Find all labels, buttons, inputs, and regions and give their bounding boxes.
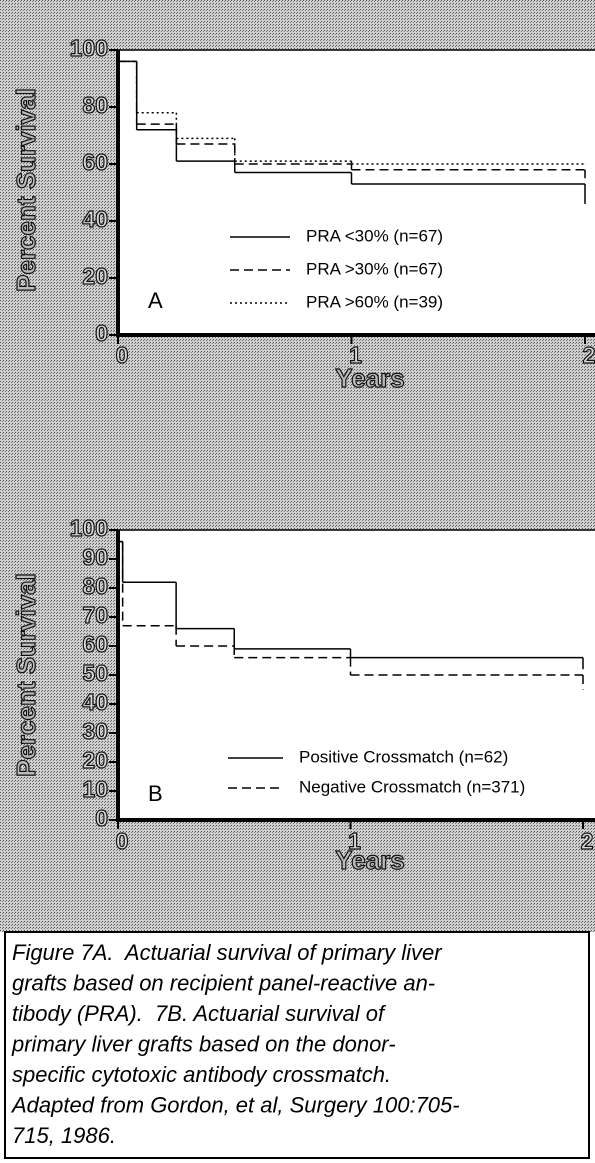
y-tick-label: 0 bbox=[95, 805, 108, 831]
legend-label: PRA >60% (n=39) bbox=[306, 292, 443, 311]
y-tick-label: 90 bbox=[82, 544, 108, 570]
legend-label: Negative Crossmatch (n=371) bbox=[299, 777, 525, 796]
y-axis-label: Percent Survival bbox=[11, 88, 41, 292]
plot-area bbox=[118, 50, 595, 335]
y-tick-label: 60 bbox=[82, 149, 108, 175]
y-tick-label: 100 bbox=[70, 515, 108, 541]
y-tick-label: 20 bbox=[82, 747, 108, 773]
y-tick-label: 20 bbox=[82, 263, 108, 289]
y-tick-label: 30 bbox=[82, 718, 108, 744]
legend-label: PRA >30% (n=67) bbox=[306, 259, 443, 278]
caption-line: primary liver grafts based on the donor- bbox=[11, 1031, 396, 1056]
y-tick-label: 60 bbox=[82, 631, 108, 657]
y-tick-label: 80 bbox=[82, 573, 108, 599]
y-tick-label: 40 bbox=[82, 206, 108, 232]
legend-label: Positive Crossmatch (n=62) bbox=[299, 747, 508, 766]
caption-line: Adapted from Gordon, et al, Surgery 100:… bbox=[10, 1092, 460, 1117]
caption-line: specific cytotoxic antibody crossmatch. bbox=[12, 1062, 391, 1087]
y-tick-label: 50 bbox=[82, 660, 108, 686]
caption-line: 715, 1986. bbox=[12, 1123, 116, 1148]
y-tick-label: 70 bbox=[82, 602, 108, 628]
y-tick-label: 80 bbox=[82, 92, 108, 118]
y-tick-label: 10 bbox=[82, 776, 108, 802]
y-axis-label: Percent Survival bbox=[11, 573, 41, 777]
caption-line: tibody (PRA). 7B. Actuarial survival of bbox=[12, 1001, 387, 1026]
panel-label: B bbox=[148, 781, 163, 806]
caption-line: Figure 7A. Actuarial survival of primary… bbox=[12, 940, 443, 965]
y-tick-label: 100 bbox=[70, 35, 108, 61]
x-tick-label: 1 bbox=[349, 342, 362, 368]
y-tick-label: 40 bbox=[82, 689, 108, 715]
x-axis-label: Years bbox=[335, 363, 404, 393]
legend-label: PRA <30% (n=67) bbox=[306, 226, 443, 245]
caption-line: grafts based on recipient panel-reactive… bbox=[12, 970, 435, 995]
x-tick-label: 1 bbox=[348, 828, 361, 854]
x-tick-label: 0 bbox=[116, 342, 129, 368]
y-tick-label: 0 bbox=[95, 320, 108, 346]
x-tick-label: 2 bbox=[581, 828, 594, 854]
x-axis-label: Years bbox=[335, 845, 404, 875]
panel-label: A bbox=[148, 288, 163, 313]
x-tick-label: 2 bbox=[583, 342, 595, 368]
x-tick-label: 0 bbox=[116, 828, 129, 854]
caption-box bbox=[4, 931, 590, 1159]
